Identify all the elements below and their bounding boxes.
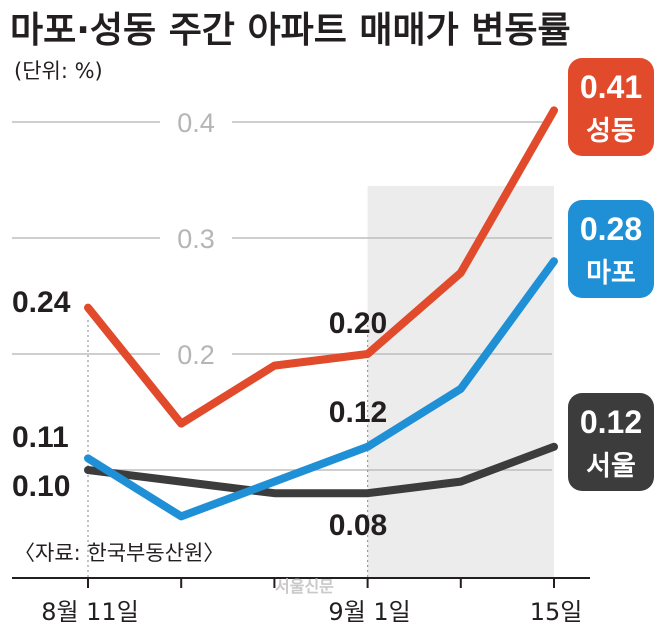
- badge-value: 0.28: [580, 211, 642, 247]
- x-ticks: 8월 11일 9월 1일 15일: [41, 578, 582, 626]
- y-tick-label: 0.3: [177, 224, 215, 254]
- series-badge-성동: 0.41 성동: [568, 58, 654, 156]
- highlight-band: [367, 186, 554, 578]
- y-tick-labels: 0.4 0.3 0.2: [177, 108, 215, 370]
- data-label: 0.08: [329, 509, 387, 542]
- grid-lines: [12, 121, 552, 471]
- badge-value: 0.41: [580, 69, 642, 105]
- source-label: 〈자료: 한국부동산원〉: [14, 541, 224, 565]
- series-badge-마포: 0.28 마포: [568, 200, 654, 298]
- data-label: 0.20: [329, 307, 387, 340]
- watermark: 서울신문: [275, 577, 334, 596]
- y-tick-label: 0.2: [177, 340, 215, 370]
- unit-label: (단위: %): [14, 59, 103, 83]
- x-tick-label: 9월 1일: [328, 598, 410, 626]
- badge-background: [568, 58, 654, 156]
- data-label: 0.11: [12, 421, 69, 454]
- series-badges: 0.41 성동 0.28 마포 0.12 서울: [568, 58, 654, 491]
- series-badge-서울: 0.12 서울: [568, 393, 654, 491]
- series-line-성동: [84, 106, 558, 428]
- chart-title: 마포·성동 주간 아파트 매매가 변동률: [10, 10, 571, 51]
- x-tick-label: 15일: [530, 598, 583, 626]
- badge-background: [568, 200, 654, 298]
- series-line-서울: [84, 442, 558, 498]
- x-tick-label: 8월 11일: [41, 598, 139, 626]
- data-label: 0.12: [329, 396, 387, 429]
- data-label: 0.10: [12, 470, 70, 503]
- badge-background: [568, 393, 654, 491]
- badge-series-name: 마포: [586, 258, 636, 289]
- badge-series-name: 성동: [586, 116, 636, 147]
- badge-value: 0.12: [580, 404, 642, 440]
- data-labels: 0.24 0.11 0.10 0.20 0.12 0.08: [12, 286, 387, 542]
- data-label: 0.24: [12, 286, 71, 319]
- series-lines: [84, 106, 558, 521]
- series-line-마포: [84, 257, 558, 521]
- badge-series-name: 서울: [586, 451, 636, 482]
- y-tick-label: 0.4: [177, 108, 215, 138]
- guide-lines: [87, 320, 369, 578]
